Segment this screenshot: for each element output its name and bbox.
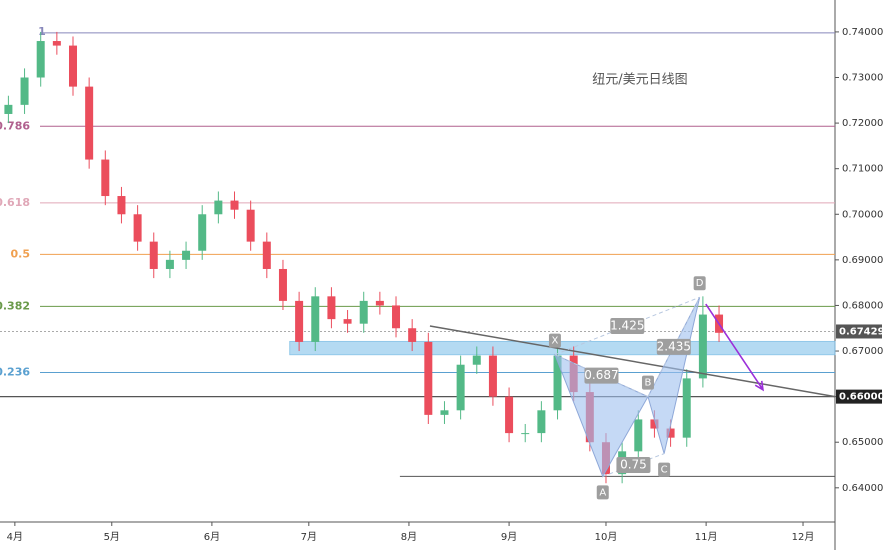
fib-label: 0.236 xyxy=(0,365,30,378)
y-tick-label: 0.65000 xyxy=(842,437,883,448)
ratio-box xyxy=(656,338,691,355)
candle-body xyxy=(246,209,255,242)
x-tick-label: 9月 xyxy=(501,531,517,543)
y-tick-label: 0.71000 xyxy=(842,164,883,175)
candle-body xyxy=(149,241,158,269)
point-box xyxy=(596,485,609,500)
ratio-box xyxy=(610,317,645,334)
price-badge-label: 0.67429 xyxy=(839,326,883,337)
candle-body xyxy=(214,200,223,215)
candle-body xyxy=(230,200,239,210)
candle-body xyxy=(698,314,707,379)
x-tick-label: 7月 xyxy=(301,531,317,543)
candle-body xyxy=(327,296,336,320)
candle-body xyxy=(488,355,497,397)
y-tick-label: 0.69000 xyxy=(842,255,883,266)
x-tick-label: 6月 xyxy=(204,531,220,543)
point-box xyxy=(641,375,654,390)
y-tick-label: 0.74000 xyxy=(842,27,883,38)
fib-label: 1 xyxy=(38,25,46,38)
candle-body xyxy=(682,378,691,438)
x-tick-label: 12月 xyxy=(792,531,815,543)
candle-body xyxy=(440,410,449,415)
point-label: D xyxy=(696,278,704,289)
candle-body xyxy=(4,104,13,114)
candle-body xyxy=(666,428,675,438)
y-tick-label: 0.73000 xyxy=(842,73,883,84)
candle-body xyxy=(36,41,45,78)
annotation: 纽元/美元日线图 xyxy=(592,73,687,88)
x-tick-label: 11月 xyxy=(695,531,718,543)
candle-body xyxy=(408,328,417,342)
fib-label: 0.382 xyxy=(0,299,30,312)
candle-body xyxy=(311,296,320,342)
price-badge-label: 0.66000 xyxy=(839,392,883,403)
candle-body xyxy=(424,341,433,415)
y-tick-label: 0.70000 xyxy=(842,209,883,220)
point-box xyxy=(548,333,561,348)
forecast-arrow xyxy=(705,303,764,392)
pattern-leg xyxy=(602,453,665,477)
candle-body xyxy=(198,214,207,251)
x-tick-label: 10月 xyxy=(595,531,618,543)
candle-body xyxy=(472,355,481,365)
candle-body xyxy=(101,159,110,197)
candle-body xyxy=(69,45,78,87)
y-tick-label: 0.67000 xyxy=(842,346,883,357)
ratio-label: 0.75 xyxy=(620,458,647,472)
point-box xyxy=(693,276,706,291)
point-label: C xyxy=(661,465,668,476)
candle-body xyxy=(117,196,126,215)
x-tick-label: 4月 xyxy=(7,531,23,543)
candle-body xyxy=(182,250,191,260)
candle-body xyxy=(456,364,465,411)
point-label: X xyxy=(552,336,559,347)
candle-body xyxy=(553,355,562,411)
zone xyxy=(289,340,836,356)
x-tick-label: 8月 xyxy=(401,531,417,543)
candle-body xyxy=(505,396,514,434)
x-tick-label: 5月 xyxy=(104,531,120,543)
point-label: B xyxy=(645,378,652,389)
candle-body xyxy=(295,300,304,342)
price-badge xyxy=(836,324,882,339)
fib-label: 0.786 xyxy=(0,119,30,132)
candle-body xyxy=(650,419,659,429)
price-badge xyxy=(836,389,882,404)
fib-label: 0.5 xyxy=(11,247,31,260)
candle-body xyxy=(537,410,546,434)
ratio-box xyxy=(584,367,619,384)
candle-body xyxy=(165,259,174,269)
ratio-label: 1.425 xyxy=(610,318,644,332)
candle-body xyxy=(392,305,401,329)
ratio-label: 0.687 xyxy=(584,368,618,382)
y-tick-label: 0.64000 xyxy=(842,483,883,494)
y-tick-label: 0.72000 xyxy=(842,118,883,129)
candle-body xyxy=(359,300,368,324)
ratio-box xyxy=(616,457,651,474)
candle-body xyxy=(52,41,61,46)
candle-body xyxy=(133,214,142,242)
point-label: A xyxy=(599,487,606,498)
fib-label: 0.618 xyxy=(0,196,30,209)
candle-body xyxy=(85,86,94,160)
y-tick-label: 0.68000 xyxy=(842,300,883,311)
plot-area xyxy=(0,0,835,522)
trendline xyxy=(429,325,836,398)
candle-body xyxy=(634,419,643,452)
candle-body xyxy=(521,433,530,435)
candle-body xyxy=(343,319,352,324)
point-box xyxy=(658,462,671,477)
candle-body xyxy=(375,300,384,306)
candle-body xyxy=(278,268,287,301)
candle-body xyxy=(20,77,29,105)
candle-body xyxy=(262,241,271,269)
ratio-label: 2.435 xyxy=(657,339,691,353)
